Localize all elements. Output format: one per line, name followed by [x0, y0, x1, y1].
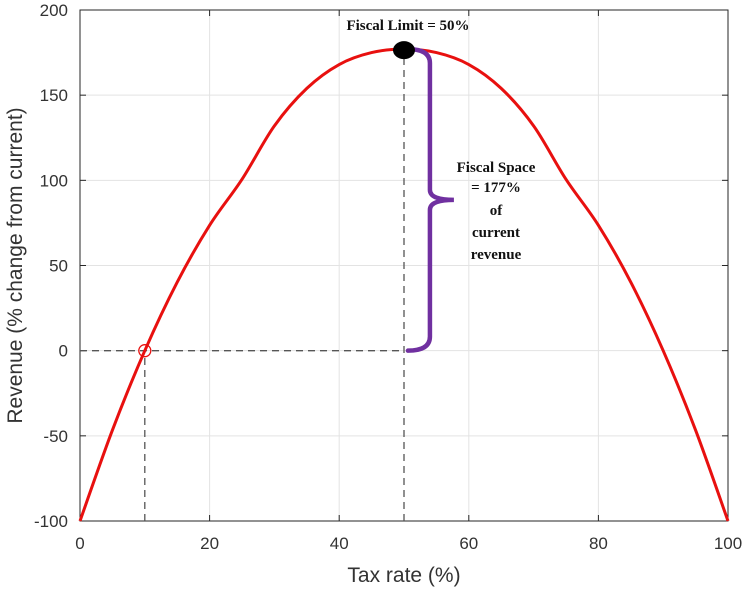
- x-tick-label: 80: [589, 534, 608, 553]
- brace-shape: [405, 46, 454, 353]
- y-tick-label: 100: [40, 171, 68, 190]
- tick-labels: 0 20 40 60 80 100 -100 -50 0 50 100 150 200: [34, 1, 742, 553]
- x-tick-label: 60: [459, 534, 478, 553]
- y-tick-label: 150: [40, 86, 68, 105]
- y-tick-label: -100: [34, 512, 68, 531]
- fiscal-limit-annotation: Fiscal Limit = 50%: [346, 18, 469, 34]
- y-tick-label: 200: [40, 1, 68, 20]
- fiscal-space-brace: [405, 46, 454, 353]
- x-tick-label: 20: [200, 534, 219, 553]
- current-rate-marker: [138, 344, 152, 358]
- x-tick-label: 40: [330, 534, 349, 553]
- y-tick-label: -50: [43, 427, 68, 446]
- fiscal-space-annotation-line: revenue: [471, 247, 522, 263]
- y-tick-label: 0: [59, 342, 68, 361]
- annotations: Fiscal Limit = 50% Fiscal Space = 177% of cu…: [346, 18, 535, 263]
- fiscal-space-annotation-line: = 177%: [471, 180, 521, 196]
- fiscal-space-annotation-line: of: [490, 203, 504, 219]
- reference-lines: [80, 49, 405, 521]
- x-tick-label: 0: [75, 534, 84, 553]
- x-axis-label: Tax rate (%): [347, 564, 460, 587]
- x-tick-label: 100: [714, 534, 742, 553]
- fiscal-space-annotation-line: current: [472, 225, 520, 241]
- y-axis-label: Revenue (% change from current): [4, 107, 27, 423]
- fiscal-space-annotation-line: Fiscal Space: [457, 160, 536, 176]
- markers-layer: [138, 41, 415, 358]
- fiscal-limit-marker: [393, 41, 415, 60]
- y-tick-label: 50: [49, 257, 68, 276]
